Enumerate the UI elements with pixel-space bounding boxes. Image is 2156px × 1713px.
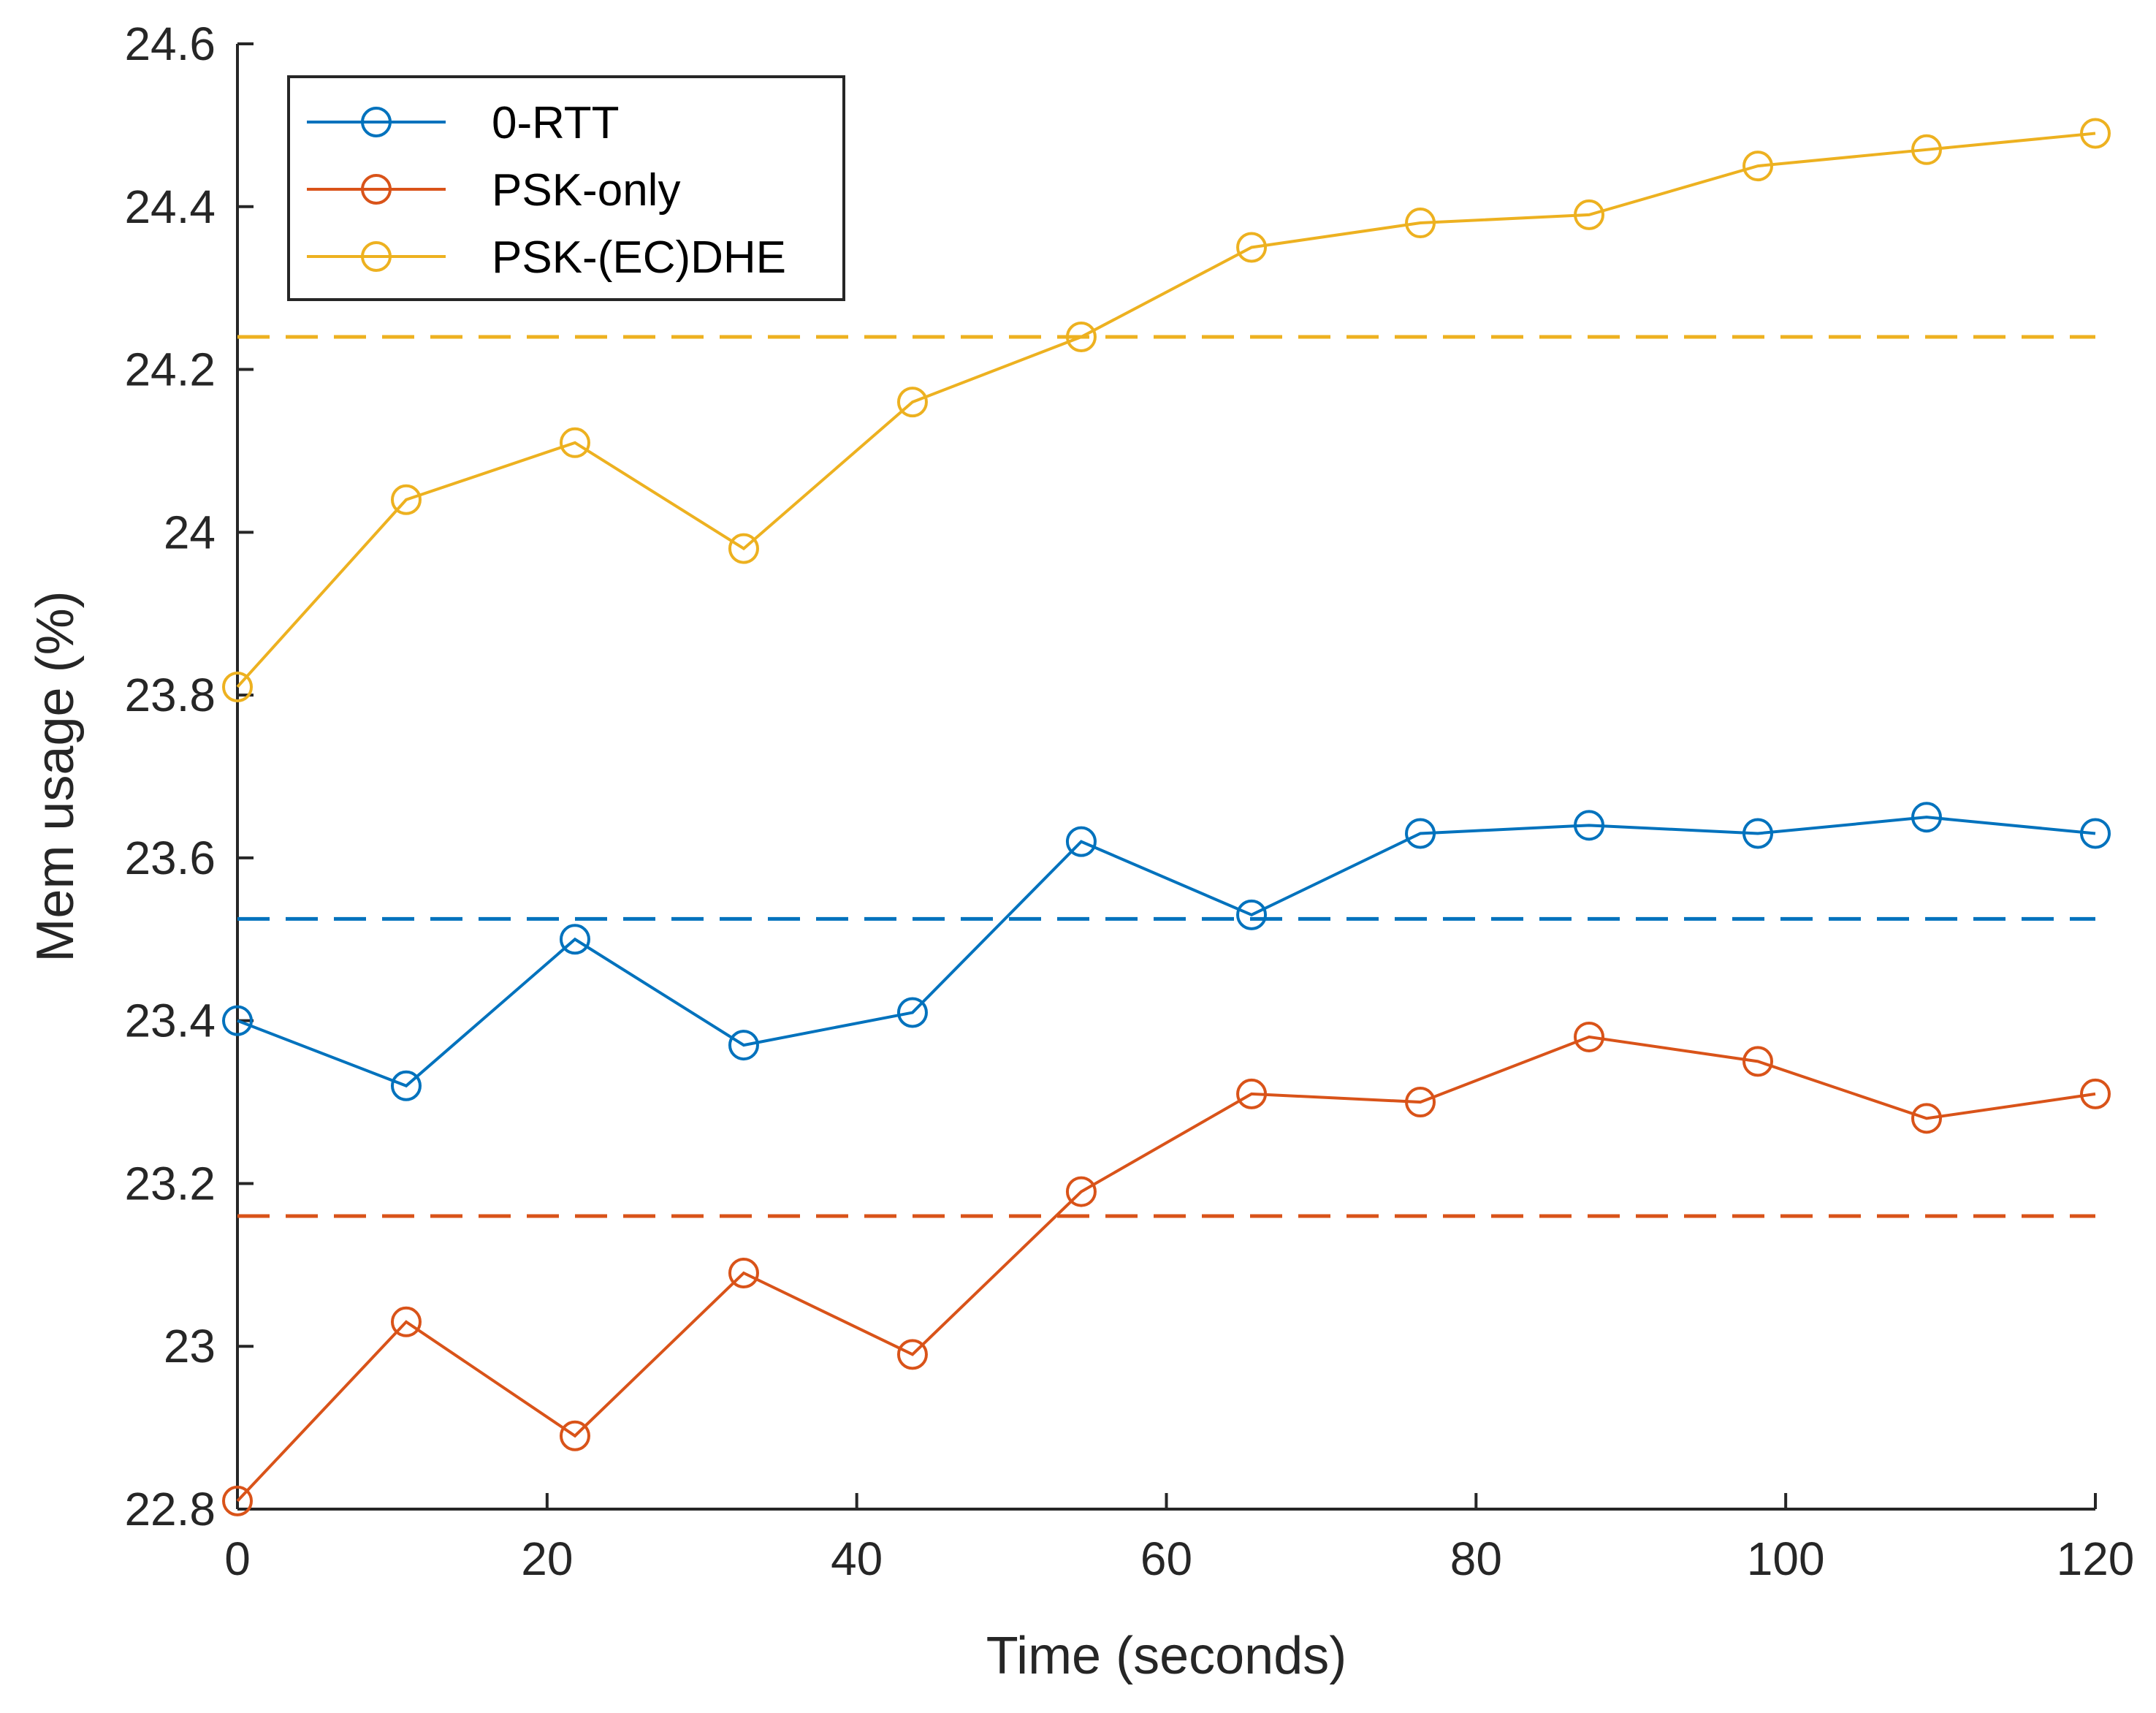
data-point-psk-ec-dhe: [2080, 118, 2111, 149]
data-point-0-rtt: [1065, 826, 1097, 857]
series-line-psk-only: [236, 1035, 2096, 1503]
data-point-psk-only: [1236, 1078, 1268, 1109]
data-point-psk-ec-dhe: [1236, 232, 1268, 263]
data-point-0-rtt: [2080, 818, 2111, 849]
data-point-psk-only: [390, 1306, 422, 1337]
data-point-0-rtt: [1742, 818, 1774, 849]
series-psk-ec-dhe: [222, 118, 2111, 702]
series-psk-only: [222, 1021, 2111, 1516]
data-point-psk-only: [896, 1339, 928, 1370]
data-point-psk-ec-dhe: [1911, 134, 1943, 165]
y-tick-label: 23.2: [124, 1157, 216, 1209]
legend-label-psk-ec-dhe: PSK-(EC)DHE: [492, 232, 786, 283]
mean-reference-lines: [237, 335, 2095, 1218]
data-point-psk-only: [2080, 1078, 2111, 1109]
y-axis-title: Mem usage (%): [26, 590, 85, 962]
y-tick-label: 23.8: [124, 669, 216, 721]
data-point-0-rtt: [1236, 899, 1268, 930]
data-point-psk-ec-dhe: [1742, 151, 1774, 182]
y-tick-label: 24.4: [124, 181, 216, 233]
y-tick-label: 24: [164, 506, 216, 558]
data-point-psk-only: [728, 1257, 759, 1288]
data-point-psk-ec-dhe: [1574, 199, 1605, 230]
legend: 0-RTT PSK-only PSK-(EC)DHE: [287, 75, 845, 301]
data-point-0-rtt: [559, 924, 590, 955]
data-point-0-rtt: [1911, 802, 1943, 833]
x-tick-label: 100: [1747, 1532, 1825, 1585]
data-point-0-rtt: [390, 1070, 422, 1101]
data-point-psk-ec-dhe: [728, 533, 759, 564]
legend-swatch-marker-0-rtt: [361, 107, 392, 137]
series-layer: [222, 118, 2111, 1516]
data-point-psk-ec-dhe: [1405, 208, 1436, 239]
data-point-psk-only: [1911, 1103, 1943, 1134]
x-tick-label: 80: [1450, 1532, 1502, 1585]
axes: 0 20 40 60 80 100 120 22.8 23 23.2 23.4 23.6 23.8 24 2…: [124, 18, 2134, 1585]
x-tick-label: 40: [831, 1532, 883, 1585]
legend-swatch-marker-psk-ec-dhe: [361, 241, 392, 272]
data-point-psk-ec-dhe: [222, 671, 253, 702]
series-0-rtt: [222, 802, 2111, 1101]
data-point-psk-only: [222, 1485, 253, 1516]
series-line-0-rtt: [237, 816, 2096, 1088]
data-point-psk-only: [1574, 1021, 1605, 1052]
x-axis-title: Time (seconds): [986, 1627, 1346, 1685]
data-point-psk-only: [1742, 1046, 1774, 1077]
x-tick-label: 20: [521, 1532, 573, 1585]
series-line-psk-ec-dhe: [236, 132, 2096, 688]
y-tick-label: 23.6: [124, 832, 216, 884]
y-tick-label: 23: [164, 1320, 216, 1372]
data-point-0-rtt: [1405, 818, 1436, 849]
data-point-psk-ec-dhe: [896, 387, 928, 418]
y-tick-label: 24.6: [124, 18, 216, 70]
data-point-0-rtt: [1574, 810, 1605, 841]
data-point-psk-only: [1405, 1087, 1436, 1118]
x-tick-label: 0: [224, 1532, 251, 1585]
y-tick-label: 23.4: [124, 995, 216, 1047]
data-point-psk-ec-dhe: [390, 484, 422, 515]
data-point-0-rtt: [728, 1030, 759, 1061]
data-point-psk-only: [559, 1420, 590, 1451]
data-point-0-rtt: [896, 997, 928, 1028]
legend-swatch-marker-psk-only: [361, 174, 392, 205]
y-tick-label: 22.8: [124, 1483, 216, 1535]
data-point-0-rtt: [222, 1005, 253, 1036]
data-point-psk-only: [1065, 1176, 1097, 1207]
legend-label-psk-only: PSK-only: [492, 165, 680, 216]
x-tick-label: 120: [2057, 1532, 2135, 1585]
y-tick-label: 24.2: [124, 343, 216, 396]
x-tick-label: 60: [1140, 1532, 1192, 1585]
data-point-psk-ec-dhe: [559, 427, 590, 458]
data-point-psk-ec-dhe: [1065, 322, 1097, 352]
legend-label-0-rtt: 0-RTT: [492, 98, 620, 148]
